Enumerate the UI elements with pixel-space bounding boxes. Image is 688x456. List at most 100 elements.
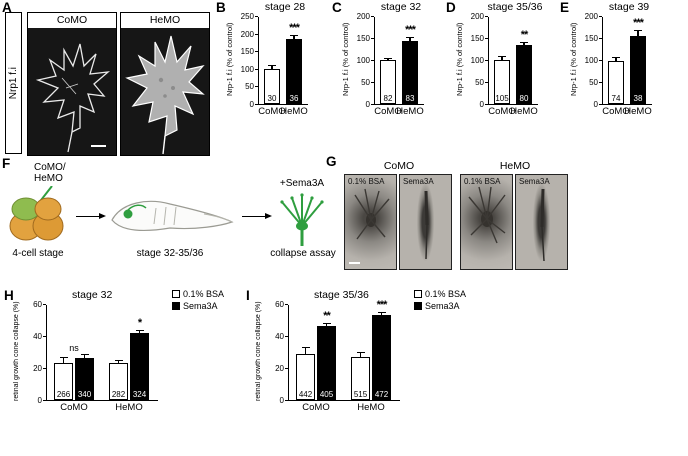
condition-label: Sema3A bbox=[403, 177, 434, 186]
condition-label: Sema3A bbox=[519, 177, 550, 186]
bar bbox=[317, 326, 336, 400]
y-axis-title: Nrp-1 f.i (% of control) bbox=[455, 22, 464, 96]
scale-bar bbox=[349, 262, 360, 264]
micrograph-como-label: CoMO bbox=[56, 14, 88, 26]
panel-c-letter: C bbox=[332, 0, 342, 15]
error-bar bbox=[498, 56, 506, 60]
tick-mark bbox=[485, 38, 488, 39]
x-axis-label: HeMO bbox=[280, 106, 308, 117]
tick-mark bbox=[43, 400, 46, 401]
panel-d: D stage 35/36 Nrp-1 f.i (% of control) 0 50… bbox=[446, 0, 556, 120]
micrograph-como-image bbox=[28, 28, 116, 155]
injection-label: CoMO/ HeMO bbox=[34, 162, 66, 184]
n-count: 442 bbox=[298, 390, 313, 399]
stage-start-label: 4-cell stage bbox=[12, 248, 64, 259]
tick-mark bbox=[599, 60, 602, 61]
error-bar bbox=[406, 36, 414, 42]
n-count: 340 bbox=[77, 390, 92, 399]
micrograph-hemo-label: HeMO bbox=[149, 14, 181, 26]
chart-body: retinal growth cone collapse (%) 0 20 40 60 2… bbox=[13, 300, 232, 413]
error-bar bbox=[301, 347, 310, 355]
n-count: 30 bbox=[267, 94, 277, 103]
legend-item: 0.1% BSA bbox=[414, 289, 466, 299]
y-tick-label: 40 bbox=[275, 332, 284, 341]
chart-nrp1-stage39: stage 39 Nrp-1 f.i (% of control) 0 50 100 15… bbox=[569, 1, 664, 117]
y-axis: 0 50 100 150 200 bbox=[468, 12, 488, 109]
y-tick-label: 20 bbox=[33, 364, 42, 373]
panel-a: A Nrp1 f.i CoMO HeMO bbox=[2, 0, 214, 158]
tick-mark bbox=[43, 304, 46, 305]
x-axis-label: HeMO bbox=[624, 106, 652, 117]
legend-item: 0.1% BSA bbox=[172, 289, 224, 299]
y-axis: 0 50 100 150 200 250 bbox=[238, 12, 258, 109]
legend-item: Sema3A bbox=[414, 301, 466, 311]
micrograph-hemo-bsa: 0.1% BSA bbox=[460, 174, 513, 270]
y-tick-label: 40 bbox=[33, 332, 42, 341]
tick-mark bbox=[371, 16, 374, 17]
significance-label: ns bbox=[69, 342, 79, 353]
tick-mark bbox=[485, 60, 488, 61]
error-bar bbox=[322, 323, 331, 327]
y-tick-label: 60 bbox=[275, 300, 284, 309]
n-count: 105 bbox=[495, 94, 509, 103]
tick-mark bbox=[43, 336, 46, 337]
condition-label: 0.1% BSA bbox=[348, 177, 385, 186]
collapsed-cone-sketch bbox=[540, 188, 545, 262]
y-axis: 0 20 40 60 bbox=[268, 300, 288, 405]
tick-mark bbox=[255, 104, 258, 105]
four-cell-embryo-illustration bbox=[9, 186, 64, 241]
n-count: 472 bbox=[374, 390, 389, 399]
x-axis-label: CoMO bbox=[374, 106, 402, 117]
x-axis-label: HeMO bbox=[396, 106, 424, 117]
tick-mark bbox=[485, 16, 488, 17]
panel-g-letter: G bbox=[326, 154, 337, 169]
n-count: 515 bbox=[353, 390, 368, 399]
error-bar bbox=[520, 41, 528, 46]
y-tick-label: 0 bbox=[365, 100, 370, 109]
g-group-hemo: HeMO 0.1% BSA Sema3A bbox=[460, 160, 570, 270]
legend-label: 0.1% BSA bbox=[425, 289, 467, 299]
y-tick-label: 20 bbox=[275, 364, 284, 373]
panel-e-letter: E bbox=[560, 0, 570, 15]
legend-swatch bbox=[172, 290, 180, 298]
y-tick-label: 200 bbox=[356, 12, 370, 21]
panel-h: H stage 32 0.1% BSA Sema3A retinal growth c… bbox=[4, 288, 242, 416]
tick-mark bbox=[371, 38, 374, 39]
panel-i-letter: I bbox=[246, 288, 250, 303]
y-axis-title: retinal growth cone collapse (%) bbox=[13, 301, 20, 401]
chart-collapse-stage35-36: stage 35/36 0.1% BSA Sema3A retinal growth … bbox=[255, 289, 474, 413]
g-group-como-images: 0.1% BSA Sema3A bbox=[344, 174, 454, 270]
n-count: 36 bbox=[289, 94, 299, 103]
n-count: 83 bbox=[405, 94, 415, 103]
significance-label: ** bbox=[520, 28, 529, 41]
y-tick-label: 150 bbox=[240, 47, 254, 57]
error-bar bbox=[290, 35, 298, 39]
significance-label: ** bbox=[323, 310, 331, 323]
legend-swatch bbox=[414, 302, 422, 310]
error-bar bbox=[634, 30, 642, 36]
n-count: 266 bbox=[56, 390, 71, 399]
y-tick-label: 150 bbox=[356, 34, 370, 43]
chart-body: Nrp-1 f.i (% of control) 0 50 100 150 200 82 83… bbox=[341, 12, 436, 117]
x-axis-label: CoMO bbox=[302, 402, 330, 413]
assay-label: collapse assay bbox=[270, 248, 336, 259]
chart-collapse-stage32: stage 32 0.1% BSA Sema3A retinal growth con… bbox=[13, 289, 232, 413]
chart-title: stage 32 bbox=[72, 289, 113, 301]
error-bar bbox=[114, 360, 123, 364]
n-count: 405 bbox=[319, 390, 334, 399]
tick-mark bbox=[285, 368, 288, 369]
n-count: 82 bbox=[383, 94, 393, 103]
y-axis: 0 50 100 150 200 bbox=[354, 12, 374, 109]
panel-h-letter: H bbox=[4, 288, 14, 303]
tick-mark bbox=[371, 104, 374, 105]
tick-mark bbox=[285, 400, 288, 401]
x-axis-label: CoMO bbox=[488, 106, 516, 117]
y-tick-label: 200 bbox=[584, 12, 598, 21]
growth-cone-sketch bbox=[468, 186, 506, 244]
error-bar bbox=[384, 57, 392, 61]
bar bbox=[380, 60, 396, 104]
legend-swatch bbox=[414, 290, 422, 298]
stage-mid-label: stage 32-35/36 bbox=[136, 248, 204, 259]
tick-mark bbox=[255, 16, 258, 17]
